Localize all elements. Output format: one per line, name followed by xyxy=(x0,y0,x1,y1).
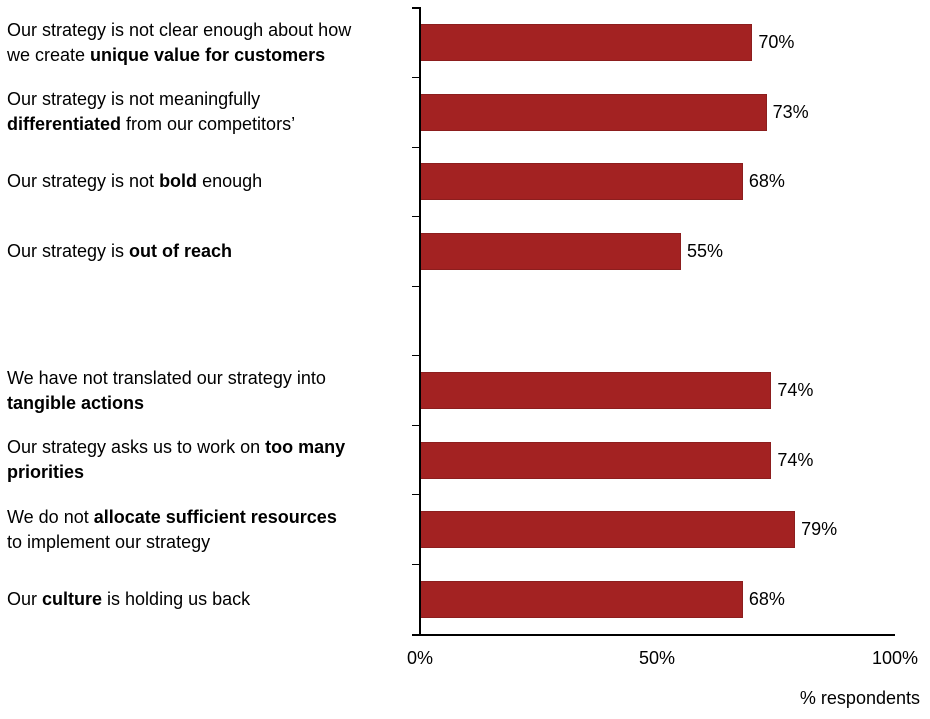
bar xyxy=(419,232,682,270)
bar xyxy=(419,93,767,131)
x-tick-label-0: 0% xyxy=(406,648,433,668)
y-axis-tick xyxy=(411,76,420,79)
category-label: Our strategy is not clear enough about h… xyxy=(7,19,352,65)
value-label: 73% xyxy=(772,101,809,122)
y-axis-tick xyxy=(411,7,420,9)
category-label: Our strategy is not meaningfully differen… xyxy=(7,89,296,135)
y-axis-tick xyxy=(411,216,420,218)
value-label: 55% xyxy=(687,240,724,261)
x-axis-line xyxy=(412,634,895,636)
y-axis-tick xyxy=(411,355,420,357)
bar xyxy=(419,372,772,410)
bar xyxy=(419,511,796,549)
x-axis-title: % respondents xyxy=(799,688,920,708)
value-label: 70% xyxy=(758,32,795,53)
y-axis-tick xyxy=(411,494,420,496)
category-label: Our strategy is not bold enough xyxy=(7,171,263,192)
category-label: Our strategy is out of reach xyxy=(7,240,233,261)
y-axis-tick xyxy=(411,424,420,426)
value-label: 68% xyxy=(748,588,785,609)
category-label: We do not allocate sufficient resources t… xyxy=(7,506,337,552)
category-label: Our strategy asks us to work on too many… xyxy=(7,437,346,483)
y-axis-line xyxy=(419,7,421,635)
bar xyxy=(419,24,753,62)
bar xyxy=(419,580,743,618)
x-tick-label-50: 50% xyxy=(638,648,676,668)
bar xyxy=(419,441,772,479)
y-axis-tick xyxy=(411,146,420,148)
y-axis-tick xyxy=(411,285,420,287)
value-label: 79% xyxy=(801,519,838,540)
value-label: 68% xyxy=(748,171,785,192)
x-tick-label-100: 100% xyxy=(871,648,919,668)
bar xyxy=(419,163,743,201)
category-label: Our culture is holding us back xyxy=(7,588,251,609)
category-label: We have not translated our strategy into… xyxy=(7,367,326,413)
value-label: 74% xyxy=(777,380,814,401)
value-label: 74% xyxy=(777,449,814,470)
y-axis-tick xyxy=(411,563,420,566)
